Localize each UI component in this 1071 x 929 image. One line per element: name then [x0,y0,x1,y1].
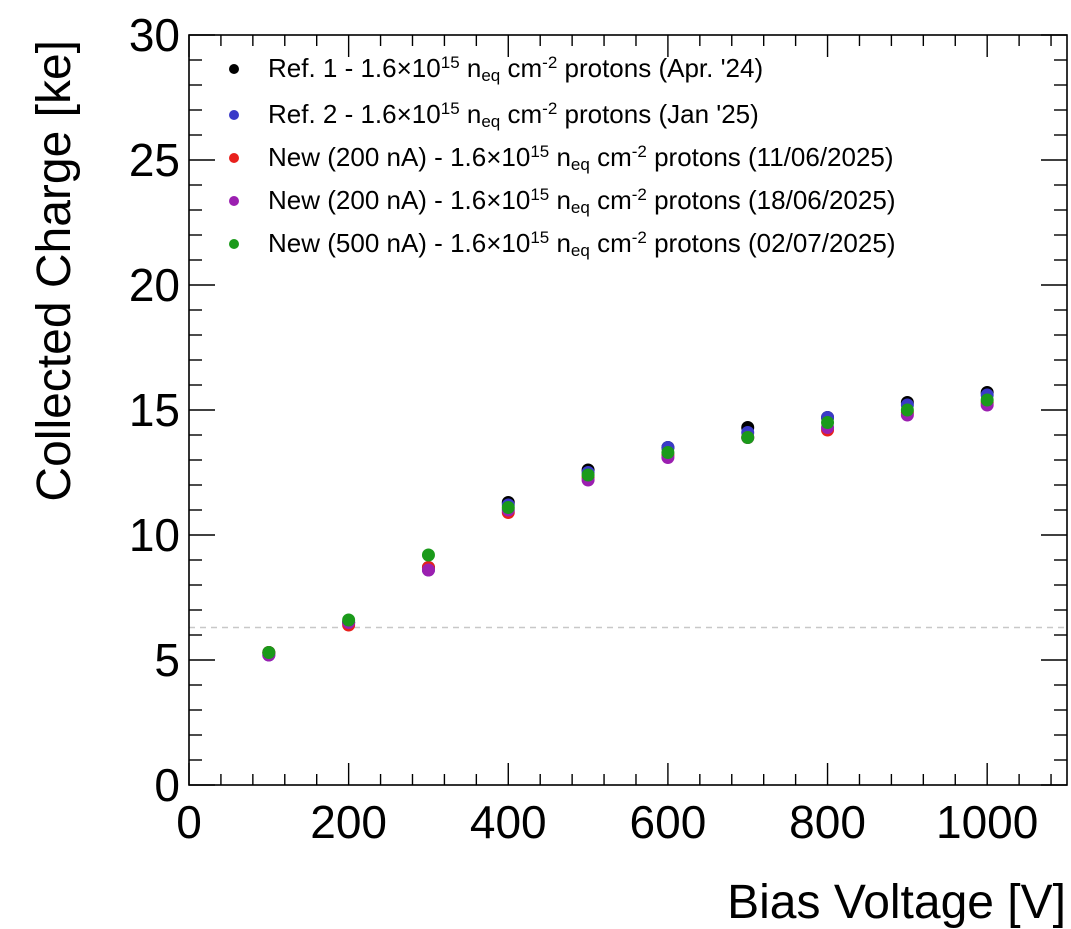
legend-entry-label: New (200 nA) - 1.6×1015 neq cm-2 protons… [268,142,894,175]
x-tick-label: 0 [176,796,202,848]
y-axis-label: Collected Charge [ke] [28,40,81,502]
x-tick-label: 1000 [936,796,1038,848]
legend-marker [229,153,239,163]
legend-marker [229,239,239,249]
x-tick-label: 600 [630,796,707,848]
data-point [900,403,914,417]
legend-marker [229,110,239,120]
data-point [421,563,435,577]
data-point [821,416,835,429]
x-tick-label: 800 [789,796,866,848]
data-point [661,446,675,459]
data-point [581,468,595,482]
y-tick-label: 30 [129,9,180,61]
data-point [421,548,435,562]
legend-entry-label: Ref. 1 - 1.6×1015 neq cm-2 protons (Apr.… [268,53,763,86]
data-point [501,501,515,514]
plot-frame [188,34,1068,786]
data-points [262,386,994,662]
data-point [741,431,755,444]
x-axis-label: Bias Voltage [V] [727,876,1066,929]
y-tick-label: 20 [129,259,180,311]
y-tick-label: 5 [154,634,180,686]
legend-marker [229,64,239,74]
legend-entry-label: Ref. 2 - 1.6×1015 neq cm-2 protons (Jan … [268,99,759,132]
data-point [980,393,994,407]
legend-entry-label: New (500 nA) - 1.6×1015 neq cm-2 protons… [268,228,895,261]
y-tick-label: 0 [154,759,180,811]
y-tick-label: 10 [129,509,180,561]
y-tick-label: 15 [129,384,180,436]
x-tick-label: 400 [470,796,547,848]
x-tick-label: 200 [310,796,387,848]
legend-marker [229,196,239,206]
data-point [262,646,276,659]
axis-tick-labels: 0 200 400 600 800 1000 0 5 10 15 20 25 30 [129,9,1039,848]
data-point [342,613,356,627]
legend: Ref. 1 - 1.6×1015 neq cm-2 protons (Apr.… [229,53,895,261]
legend-entry-label: New (200 nA) - 1.6×1015 neq cm-2 protons… [268,185,895,218]
y-tick-label: 25 [129,134,180,186]
